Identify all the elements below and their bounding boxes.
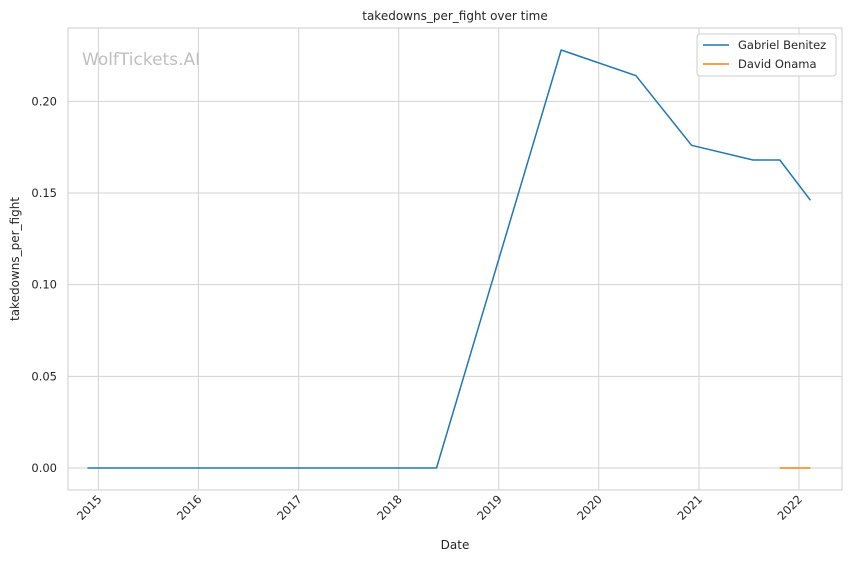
legend-box xyxy=(696,33,837,77)
x-tick-labels: 2015 2016 2017 2018 2019 2020 2021 2022 xyxy=(74,492,805,523)
x-tick-label: 2017 xyxy=(274,492,305,523)
series-lines xyxy=(87,49,812,469)
legend-label-david-onama: David Onama xyxy=(738,57,817,71)
grid xyxy=(68,28,842,490)
chart-title: takedowns_per_fight over time xyxy=(362,9,548,23)
y-tick-label: 0.00 xyxy=(31,461,57,475)
x-tick-label: 2016 xyxy=(174,492,205,523)
y-tick-label: 0.05 xyxy=(31,369,57,383)
x-tick-label: 2022 xyxy=(775,492,806,523)
plot-frame xyxy=(67,27,843,491)
y-axis-label: takedowns_per_fight xyxy=(8,197,22,321)
watermark-text: WolfTickets.AI xyxy=(82,50,200,70)
y-tick-label: 0.10 xyxy=(31,278,57,292)
x-tick-label: 2020 xyxy=(574,492,605,523)
x-tick-label: 2015 xyxy=(74,492,105,523)
legend-label-gabriel-benitez: Gabriel Benitez xyxy=(738,38,826,52)
x-axis-label: Date xyxy=(441,538,470,552)
x-tick-label: 2018 xyxy=(374,492,405,523)
series-line-gabriel-benitez xyxy=(87,49,812,469)
y-tick-label: 0.20 xyxy=(31,94,57,108)
y-tick-labels: 0.00 0.05 0.10 0.15 0.20 xyxy=(31,94,57,475)
x-tick-label: 2021 xyxy=(674,492,705,523)
legend: Gabriel Benitez David Onama xyxy=(696,33,837,77)
y-tick-label: 0.15 xyxy=(31,186,57,200)
x-tick-label: 2019 xyxy=(474,492,505,523)
